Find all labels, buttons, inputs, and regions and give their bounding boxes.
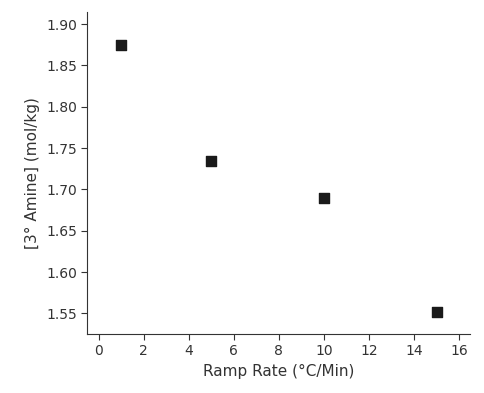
Point <box>117 42 125 48</box>
X-axis label: Ramp Rate (°C/Min): Ramp Rate (°C/Min) <box>203 364 354 379</box>
Point <box>319 195 327 201</box>
Point <box>207 157 215 163</box>
Point <box>432 309 439 315</box>
Y-axis label: [3° Amine] (mol/kg): [3° Amine] (mol/kg) <box>25 97 40 249</box>
